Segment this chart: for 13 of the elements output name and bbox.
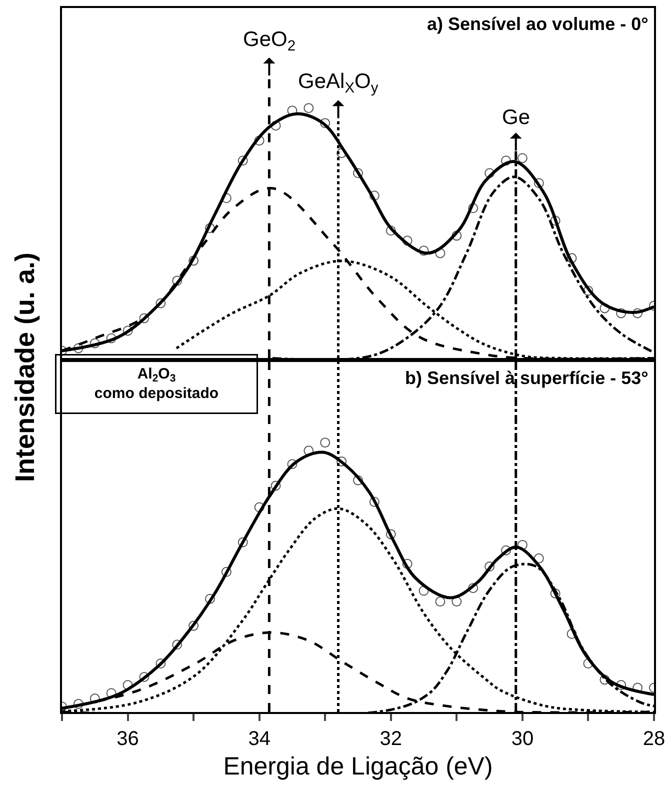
x-tick-label: 30 (511, 728, 534, 750)
chart-title: b) Sensível à superfície - 53° (405, 368, 648, 388)
ref-line-label: GeAl$_{X}$O$_{y}$ (298, 70, 379, 96)
x-tick-label: 32 (380, 728, 402, 750)
ref-line-label: GeO$_{2}$ (243, 28, 296, 54)
x-axis-title: Energia de Ligação (eV) (223, 752, 493, 780)
chart-title: a) Sensível ao volume - 0° (427, 14, 648, 34)
text: Al$_{2}$O$_{3}$ como depositado (94, 366, 219, 402)
ref-line-label: Ge (502, 106, 530, 129)
x-tick-label: 36 (116, 728, 139, 750)
x-tick-label: 34 (248, 728, 270, 750)
y-axis-title: Intensidade (u. a.) (10, 252, 40, 482)
x-tick-label: 28 (642, 728, 666, 750)
